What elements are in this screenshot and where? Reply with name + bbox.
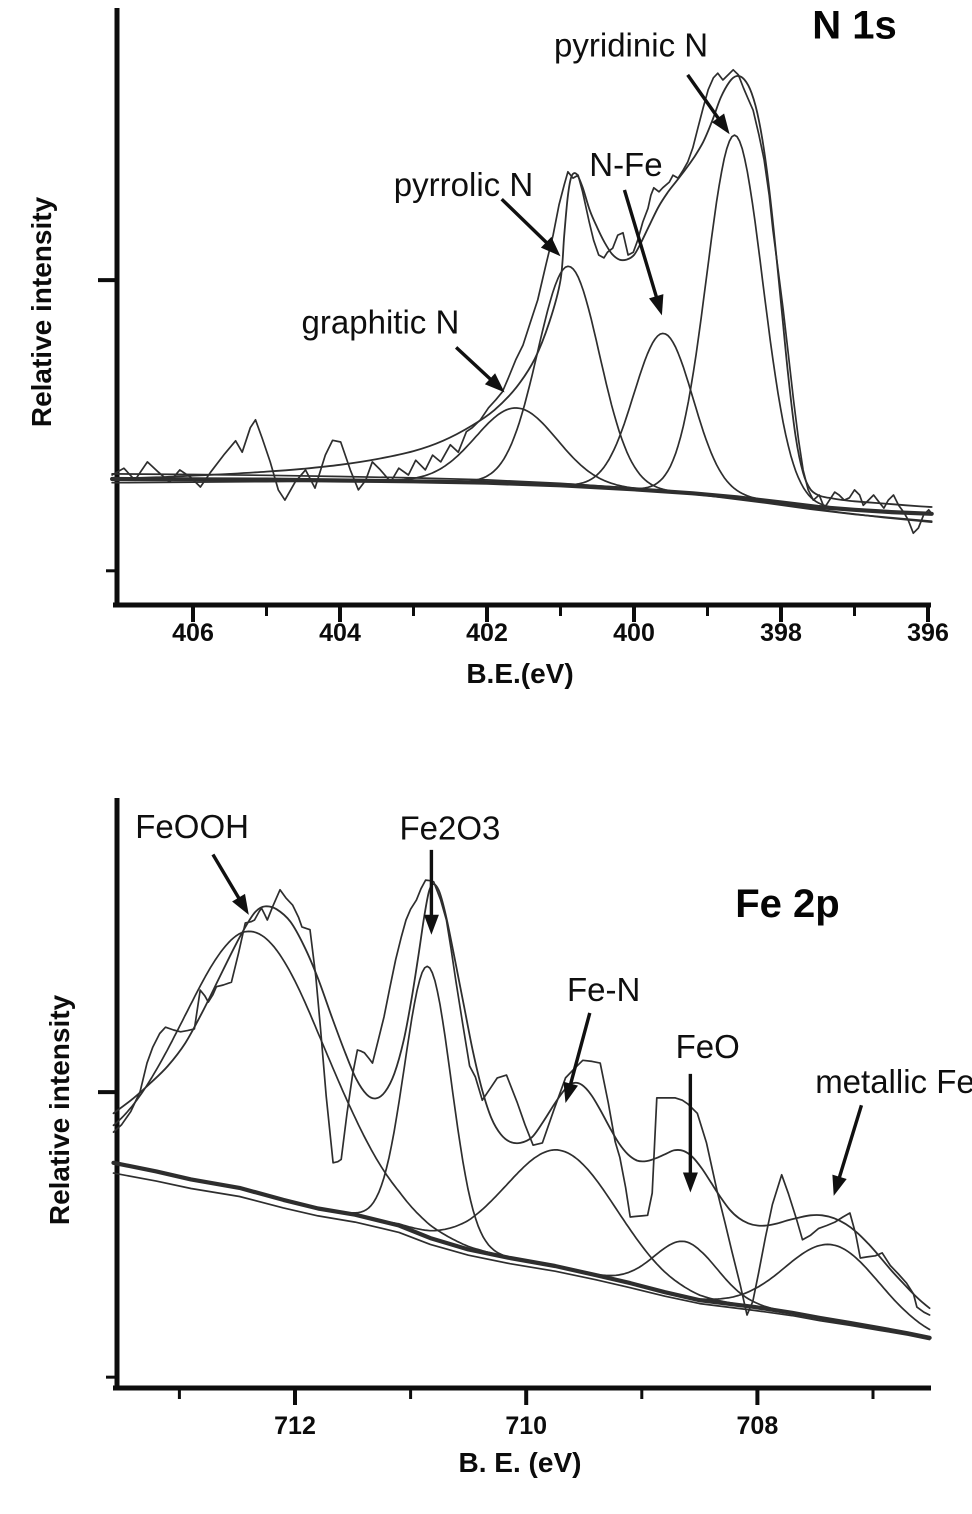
background-line-2-curve (112, 1172, 931, 1341)
metallic-fe-label-arrow-line (837, 1104, 864, 1180)
pyridinic-n-label-arrow-line (686, 73, 721, 121)
n1s-title: N 1s (812, 4, 897, 48)
x-tick-label-406: 406 (172, 619, 214, 647)
graphitic-n-label: graphitic N (302, 303, 460, 340)
n-fe-label-arrow-line (622, 189, 659, 299)
fitted-envelope-curve (111, 75, 933, 508)
fe2p-y-axis-label: Relative intensity (44, 994, 75, 1225)
graphitic-n-label-arrow-line (454, 346, 493, 382)
metallic-fe-label: metallic Fe (815, 1063, 972, 1100)
feo-label: FeO (676, 1028, 740, 1065)
pyrrolic-n-label-arrow-line (500, 197, 549, 245)
fe-n-label: Fe-N (567, 971, 640, 1008)
metallic-fe-peak-curve (112, 1161, 931, 1331)
feooh-label-arrow-line (211, 853, 242, 901)
x-tick-label-398: 398 (760, 619, 802, 647)
x-tick-label-404: 404 (319, 619, 361, 647)
fe2p-spectrum-plot: 712 710 708 FeOOH Fe2O3 Fe-N FeO metallic Fe Fe … (44, 798, 972, 1478)
n-fe-label-arrow-head (649, 294, 664, 316)
pyridinic-n-label-arrow-head (711, 113, 730, 135)
fe-n-peak-curve (112, 1148, 931, 1339)
n1s-y-axis-label: Relative intensity (26, 196, 57, 427)
n-fe-label: N-Fe (589, 146, 662, 183)
metallic-fe-label-arrow-head (832, 1174, 847, 1196)
x-tick-label-712: 712 (274, 1412, 316, 1440)
n1s-x-axis-label: B.E.(eV) (466, 658, 573, 689)
feooh-peak-curve (112, 930, 931, 1339)
fe-n-label-arrow-head (563, 1081, 578, 1103)
x-tick-label-400: 400 (613, 619, 655, 647)
pyrrolic-n-label-arrow-head (540, 236, 561, 257)
pyridinic-n-label: pyridinic N (554, 26, 708, 63)
fe2o3-label-arrow-head (423, 914, 439, 935)
fe-n-label-arrow-line (568, 1012, 592, 1087)
x-tick-label-396: 396 (907, 619, 949, 647)
pyridinic-n-peak-curve (111, 134, 933, 515)
n1s-spectrum-plot: 406 404 402 400 398 396 pyridinic N pyrrolic N N… (26, 4, 949, 689)
x-tick-label-710: 710 (505, 1412, 547, 1440)
x-tick-label-708: 708 (737, 1412, 779, 1440)
fe2o3-peak-curve (112, 965, 931, 1339)
pyrrolic-n-label: pyrrolic N (394, 166, 533, 203)
fe2o3-label: Fe2O3 (399, 809, 500, 846)
fe2p-x-axis-label: B. E. (eV) (459, 1447, 582, 1478)
graphitic-n-label-arrow-head (484, 373, 505, 393)
pyrrolic-n-peak-curve (111, 265, 933, 515)
fitted-envelope-curve (112, 883, 931, 1310)
feooh-label-arrow-head (232, 893, 249, 915)
raw-spectrum-curve (112, 879, 931, 1316)
raw-spectrum-curve (111, 68, 933, 535)
feooh-label: FeOOH (135, 808, 249, 845)
x-tick-label-402: 402 (466, 619, 508, 647)
feo-label-arrow-head (682, 1172, 698, 1193)
graphitic-n-peak-curve (111, 407, 933, 515)
fe2p-title: Fe 2p (735, 882, 839, 926)
